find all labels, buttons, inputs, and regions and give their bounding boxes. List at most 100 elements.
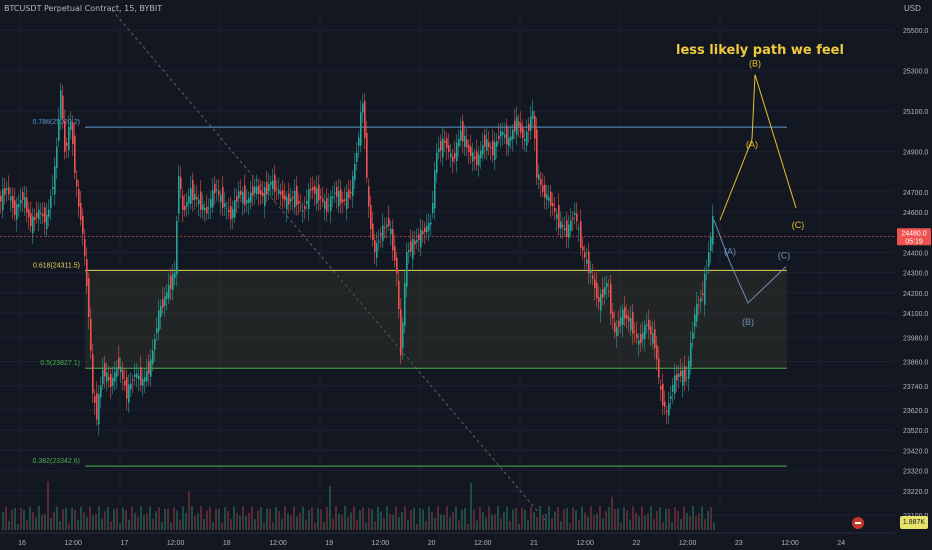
candle-body: [628, 316, 630, 322]
volume-bar: [458, 520, 460, 530]
candle-body: [16, 204, 18, 220]
candle-body: [384, 227, 386, 229]
price-axis-tick: 24200.0: [903, 291, 928, 298]
volume-bar: [5, 506, 7, 530]
candle-body: [496, 141, 498, 147]
candle-body: [492, 140, 494, 156]
candle-body: [318, 184, 320, 201]
candle-body: [480, 150, 482, 159]
volume-bar: [71, 507, 73, 530]
candle-body: [624, 307, 626, 319]
candle-body: [370, 205, 372, 229]
candle-body: [210, 198, 212, 208]
candle-body: [202, 204, 204, 211]
candle-body: [274, 174, 276, 192]
volume-bar: [317, 508, 319, 530]
candle-body: [548, 197, 550, 202]
candle-body: [644, 325, 646, 340]
candle-body: [436, 152, 438, 173]
candle-body: [8, 187, 10, 195]
candle-body: [706, 270, 708, 271]
candle-body: [412, 239, 414, 259]
candle-body: [312, 187, 314, 191]
candle-body: [528, 123, 530, 132]
candle-body: [694, 314, 696, 327]
candle-body: [92, 354, 94, 394]
volume-bar: [464, 507, 466, 530]
volume-bar: [320, 509, 322, 530]
bullish-projection-path[interactable]: [719, 74, 797, 221]
candle-body: [54, 166, 56, 195]
candle-body: [148, 361, 150, 374]
volume-bar: [410, 509, 412, 530]
candle-body: [276, 188, 278, 190]
candle-body: [394, 246, 396, 261]
candle-body: [244, 185, 246, 206]
volume-bar: [344, 506, 346, 530]
candle-body: [102, 369, 104, 385]
volume-bar: [158, 507, 160, 530]
candle-body: [546, 194, 548, 200]
candle-body: [242, 192, 244, 204]
candle-body: [600, 294, 602, 311]
candle-body: [268, 184, 270, 192]
candle-body: [6, 188, 8, 190]
volume-bar: [371, 509, 373, 530]
candle-body: [118, 357, 120, 370]
candle-body: [286, 196, 288, 210]
candle-body: [422, 231, 424, 235]
candle-body: [114, 372, 116, 382]
volume-bar: [626, 510, 628, 530]
candle-body: [630, 318, 632, 331]
candle-body: [432, 203, 434, 214]
volume-bar: [440, 514, 442, 530]
candle-body: [446, 138, 448, 148]
candle-body: [400, 309, 402, 356]
candle-body: [264, 187, 266, 206]
volume-bar: [149, 506, 151, 530]
candle-body: [612, 312, 614, 319]
candle-body: [556, 213, 558, 219]
volume-bar: [659, 507, 661, 530]
candle-body: [420, 229, 422, 248]
candle-body: [0, 195, 2, 202]
candle-body: [80, 203, 82, 220]
volume-bar: [401, 512, 403, 530]
candle-body: [230, 206, 232, 220]
candle-body: [620, 317, 622, 325]
volume-bar: [164, 508, 166, 530]
candle-body: [708, 252, 710, 267]
candle-body: [10, 196, 12, 201]
candle-body: [588, 251, 590, 274]
candle-body: [456, 142, 458, 162]
candle-body: [486, 139, 488, 151]
candle-body: [626, 314, 628, 319]
candle-body: [170, 275, 172, 289]
candle-body: [104, 363, 106, 377]
candle-body: [366, 132, 368, 178]
candle-body: [2, 188, 4, 211]
candle-body: [488, 142, 490, 148]
candle-body: [12, 196, 14, 208]
volume-bar: [380, 511, 382, 530]
candle-body: [382, 225, 384, 242]
candle-body: [672, 384, 674, 392]
candle-body: [524, 139, 526, 141]
candle-body: [124, 380, 126, 386]
alert-icon[interactable]: [852, 517, 864, 529]
candle-body: [688, 360, 690, 380]
candle-body: [468, 145, 470, 153]
candle-body: [392, 228, 394, 251]
candle-body: [464, 135, 466, 148]
candle-body: [542, 185, 544, 192]
volume-bar: [335, 506, 337, 530]
candle-body: [62, 95, 64, 119]
candle-body: [710, 236, 712, 252]
volume-bar: [308, 510, 310, 530]
candle-body: [106, 372, 108, 382]
candle-body: [680, 370, 682, 377]
bearish-projection-path[interactable]: [713, 219, 787, 304]
volume-bar: [425, 520, 427, 530]
candle-body: [410, 241, 412, 252]
